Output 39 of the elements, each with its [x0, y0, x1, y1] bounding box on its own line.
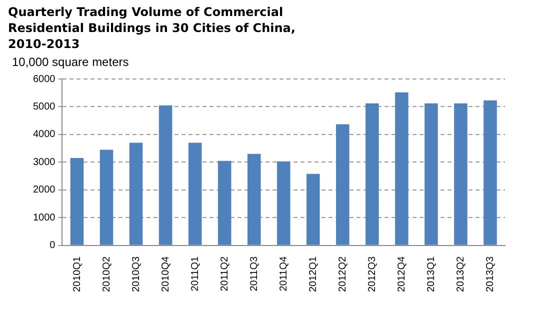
x-tick-label: 2012Q3 [366, 256, 378, 292]
x-tick-label: 2012Q1 [308, 256, 319, 292]
x-tick-label: 2011Q4 [278, 256, 290, 292]
x-tick-label: 2013Q3 [484, 256, 496, 292]
bar [247, 154, 261, 245]
y-tick-label: 5000 [32, 101, 56, 112]
bar [424, 103, 438, 245]
bar [366, 103, 379, 245]
bar [484, 100, 497, 245]
bar [218, 160, 232, 245]
x-tick-label: 2011Q3 [248, 256, 260, 292]
bar [158, 105, 172, 245]
x-tick-label: 2011Q1 [190, 256, 201, 292]
bar [395, 92, 408, 245]
x-tick-label: 2013Q1 [426, 256, 437, 292]
bar [276, 161, 290, 245]
bar [70, 158, 84, 245]
x-tick-label: 2010Q2 [101, 256, 112, 292]
x-tick-label: 2012Q4 [396, 256, 408, 292]
bar [454, 103, 468, 245]
bar [336, 124, 350, 245]
chart-title: Quarterly Trading Volume of Commercial Residential Buildings in 30 Cities of China, 2010-2013 [8, 4, 296, 52]
bar [306, 174, 320, 245]
x-tick-label: 2011Q2 [219, 256, 230, 292]
y-axis-title: 10,000 square meters [12, 55, 129, 69]
bar [100, 150, 114, 245]
y-tick-label: 3000 [32, 156, 56, 168]
y-tick-label: 0 [50, 240, 56, 252]
bar [129, 142, 143, 245]
x-tick-label: 2013Q2 [455, 256, 466, 292]
y-tick-label: 2000 [32, 184, 56, 196]
y-tick-label: 1000 [32, 212, 56, 224]
y-tick-label: 4000 [32, 129, 56, 140]
y-tick-label: 6000 [32, 74, 56, 85]
x-tick-label: 2010Q1 [72, 256, 83, 292]
x-tick-label: 2010Q3 [130, 256, 142, 292]
x-tick-label: 2012Q2 [337, 256, 348, 292]
bar [188, 142, 202, 245]
x-tick-label: 2010Q4 [160, 256, 172, 292]
